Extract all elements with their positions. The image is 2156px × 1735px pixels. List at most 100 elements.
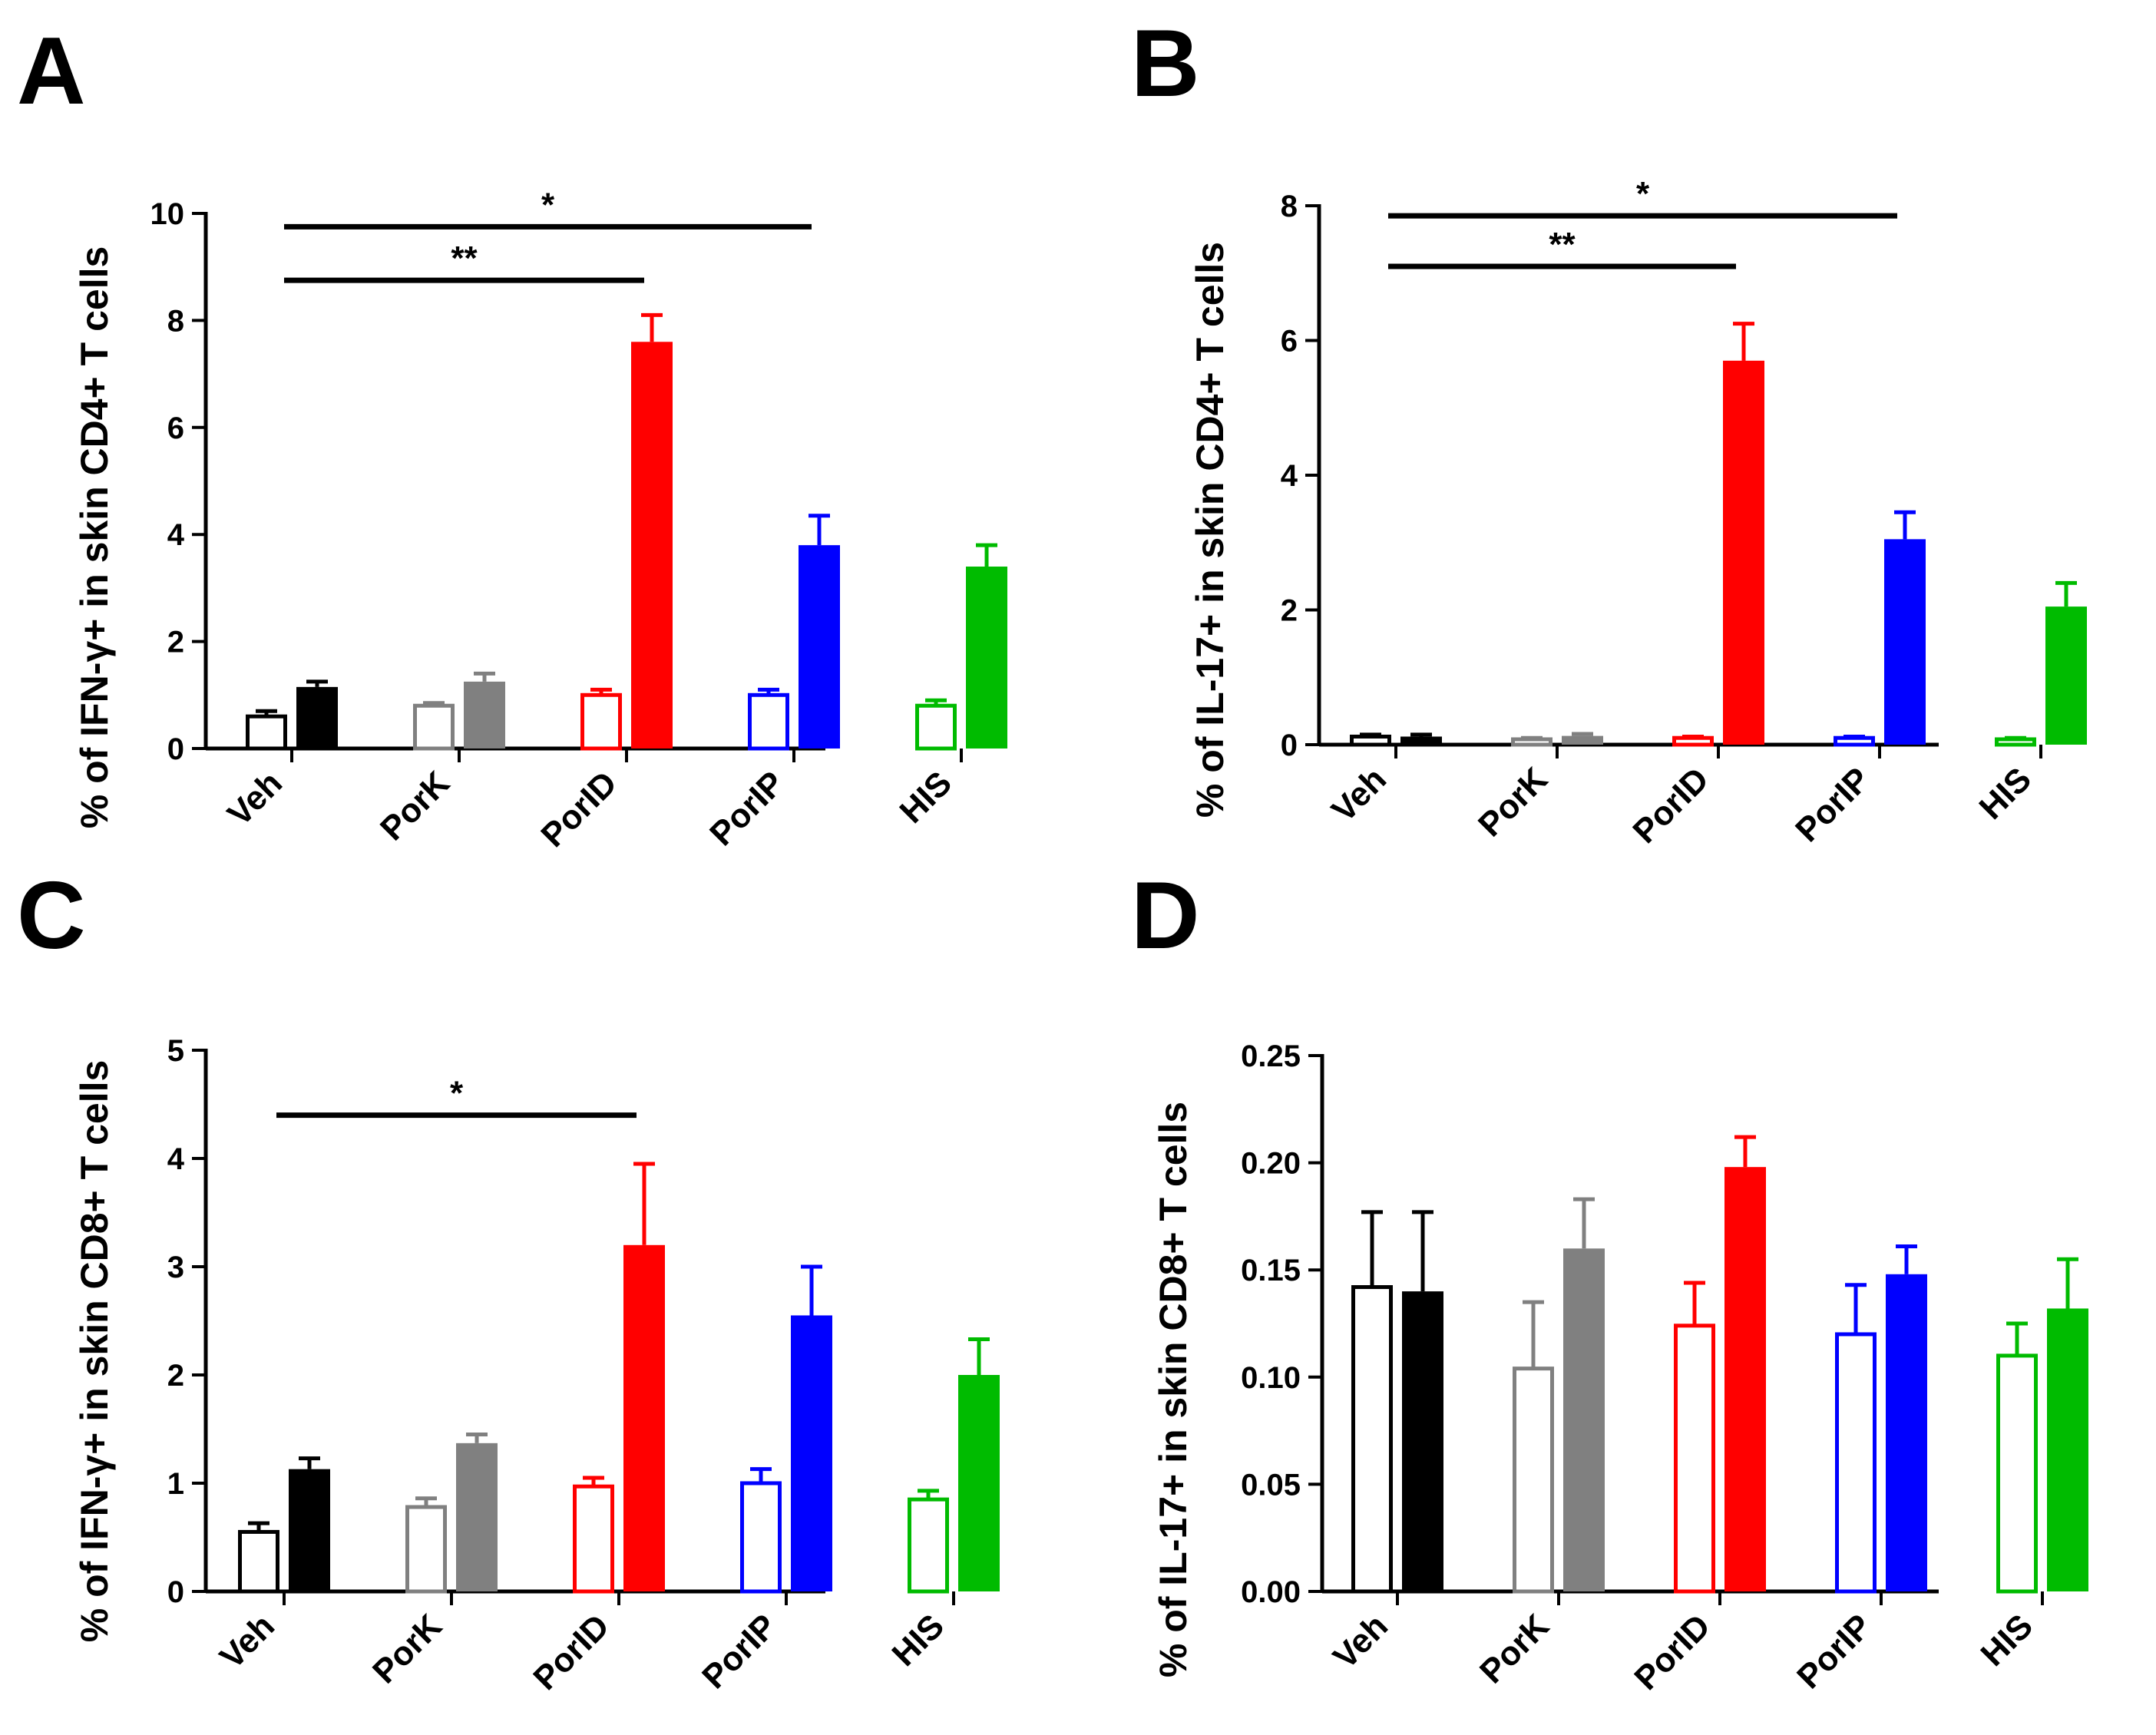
significance-label: * [450,1075,464,1112]
y-tick-label: 0.00 [1241,1575,1301,1609]
x-tick-label: PorK [1471,760,1555,844]
bar [1400,736,1442,745]
x-tick-label: Veh [213,1607,282,1676]
bar [580,692,622,751]
bar [2047,1308,2088,1591]
bar [238,1529,279,1594]
panel-c: C % of IFN-γ+ in skin CD8+ T cells 0 1 2 3 4… [17,863,1000,1697]
y-tick-label: 0.20 [1241,1147,1301,1181]
panel-letter-a: A [17,18,86,124]
y-axis-label: % of IFN-γ+ in skin CD4+ T cells [73,246,116,829]
bar [413,703,455,751]
x-tick-label: Veh [1324,760,1394,829]
y-tick-label: 0.10 [1241,1361,1301,1395]
bar [405,1505,447,1594]
x-tick-label: PorID [534,764,624,854]
bar [1996,1353,2038,1594]
chart-marks: 0.00 0.05 0.10 0.15 0.20 0.25 Veh PorK PorID PorI… [1241,1039,2088,1697]
x-tick-label: PorIP [1788,760,1877,849]
y-tick-label: 2 [167,1359,184,1393]
bar [573,1484,614,1594]
y-tick-label: 6 [1281,325,1298,359]
y-tick-label: 0.15 [1241,1254,1301,1287]
bar [915,703,957,751]
bar [631,342,673,749]
panel-a: A % of IFN-γ+ in skin CD4+ T cells 0 2 4 6 8… [17,18,1007,854]
bar [740,1481,782,1594]
bar [1674,1324,1715,1594]
bar [791,1315,832,1591]
y-tick-label: 0 [1281,729,1298,762]
bar [1995,737,2036,747]
x-tick-label: PorID [1625,760,1716,851]
bar [1834,735,1875,747]
bar [1835,1332,1877,1594]
bar [456,1443,498,1591]
bar [908,1497,949,1594]
bar [1351,1285,1393,1594]
bar [1402,1291,1443,1591]
panel-b: B % of IL-17+ in skin CD4+ T cells 0 2 4 6 8… [1131,11,2087,851]
bar [1723,360,1764,745]
bar [1884,539,1926,745]
bar [748,692,789,751]
bar [2045,606,2087,745]
y-tick-label: 4 [1281,459,1298,493]
x-tick-label: PorIP [1790,1607,1879,1696]
y-axis-label: % of IL-17+ in skin CD4+ T cells [1189,242,1232,818]
significance-label: ** [451,240,478,277]
x-tick-label: HIS [1972,760,2039,827]
y-tick-label: 5 [167,1034,184,1068]
y-tick-label: 0.25 [1241,1039,1301,1073]
x-tick-label: HIS [1974,1607,2041,1674]
y-tick-label: 10 [150,197,185,231]
bar [623,1244,665,1591]
bar [1672,735,1714,747]
bar [1562,735,1603,745]
y-tick-label: 6 [167,411,184,445]
x-tick-label: PorK [1473,1607,1556,1690]
y-axis-label: % of IFN-γ+ in skin CD8+ T cells [73,1060,116,1643]
x-tick-label: PorIP [703,764,792,853]
bar [1563,1248,1605,1591]
bar [799,545,840,749]
y-tick-label: 0 [167,732,184,766]
significance-label: * [541,186,555,223]
bar [464,681,505,749]
bar [1513,1367,1554,1594]
bar [246,714,287,751]
y-tick-label: 8 [167,304,184,338]
panel-d: D % of IL-17+ in skin CD8+ T cells 0.000… [1131,863,2088,1697]
bar [289,1469,330,1591]
chart-marks: 0 1 2 3 4 5 Veh PorK PorID PorIP HIS * [167,1034,1000,1697]
x-tick-label: Veh [220,764,289,833]
bar [1511,737,1553,747]
x-tick-label: HIS [885,1607,952,1674]
bar [1886,1274,1927,1591]
y-tick-label: 3 [167,1251,184,1284]
bar [1350,734,1391,747]
y-axis-label: % of IL-17+ in skin CD8+ T cells [1152,1102,1195,1677]
x-tick-label: PorK [373,764,457,848]
y-tick-label: 0.05 [1241,1468,1301,1502]
panel-letter-b: B [1131,11,1200,117]
y-tick-label: 4 [167,518,185,552]
x-tick-label: HIS [893,764,960,831]
x-tick-label: Veh [1326,1607,1395,1676]
x-tick-label: PorK [365,1607,449,1690]
x-tick-label: PorID [1627,1607,1718,1697]
y-tick-label: 1 [167,1467,184,1501]
x-tick-label: PorID [526,1607,617,1697]
y-tick-label: 4 [167,1142,185,1176]
y-tick-label: 2 [1281,594,1298,628]
panel-letter-c: C [17,863,86,969]
panel-letter-d: D [1131,863,1200,969]
y-tick-label: 0 [167,1575,184,1609]
x-tick-label: PorIP [695,1607,784,1696]
significance-label: * [1636,175,1650,213]
significance-label: ** [1549,226,1576,263]
bar [296,686,338,749]
